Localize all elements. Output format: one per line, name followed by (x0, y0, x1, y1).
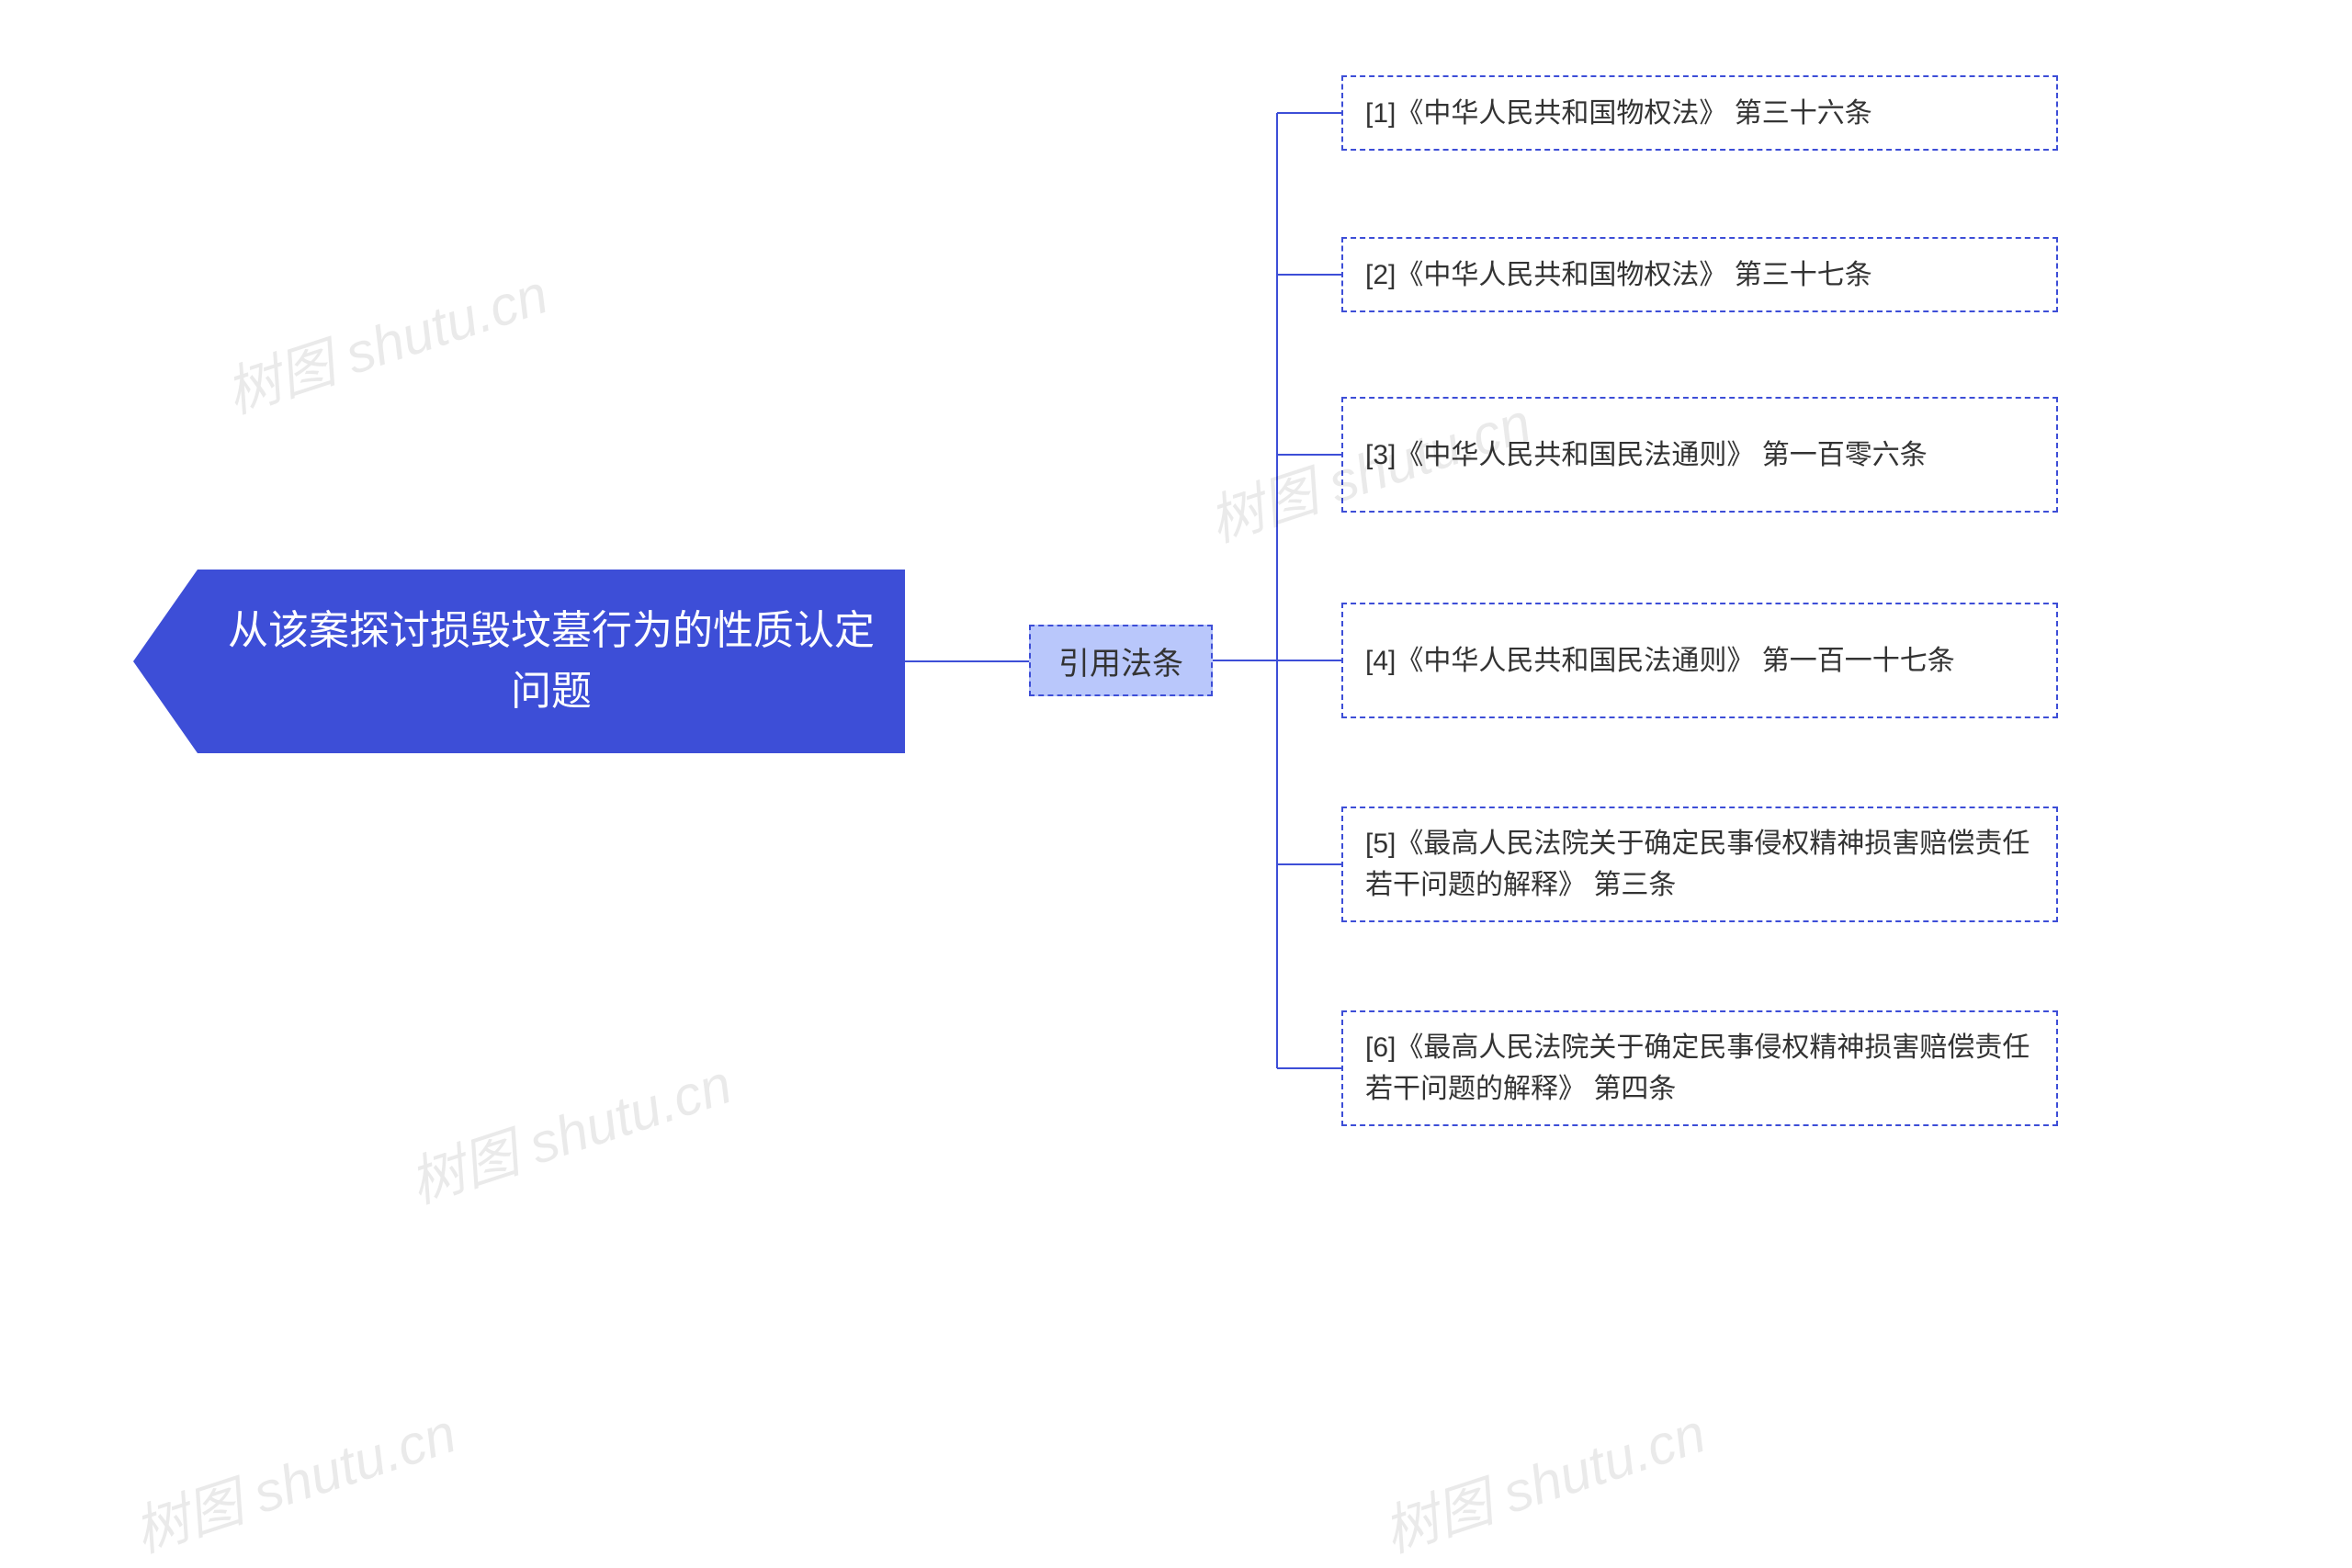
watermark: 树图 shutu.cn (398, 1040, 741, 1219)
leaf-label: [1]《中华人民共和国物权法》 第三十六条 (1365, 93, 1872, 134)
leaf-node[interactable]: [2]《中华人民共和国物权法》 第三十七条 (1341, 237, 2058, 312)
leaf-node[interactable]: [6]《最高人民法院关于确定民事侵权精神损害赔偿责任若干问题的解释》 第四条 (1341, 1010, 2058, 1126)
leaf-node[interactable]: [5]《最高人民法院关于确定民事侵权精神损害赔偿责任若干问题的解释》 第三条 (1341, 807, 2058, 922)
leaf-node[interactable]: [4]《中华人民共和国民法通则》 第一百一十七条 (1341, 603, 2058, 718)
watermark: 树图 shutu.cn (1372, 1389, 1714, 1568)
leaf-node[interactable]: [3]《中华人民共和国民法通则》 第一百零六条 (1341, 397, 2058, 513)
leaf-node[interactable]: [1]《中华人民共和国物权法》 第三十六条 (1341, 75, 2058, 151)
leaf-label: [2]《中华人民共和国物权法》 第三十七条 (1365, 254, 1872, 296)
root-label: 从该案探讨损毁坟墓行为的性质认定问题 (225, 601, 877, 722)
mindmap-canvas: 从该案探讨损毁坟墓行为的性质认定问题 引用法条 [1]《中华人民共和国物权法》 … (0, 0, 2352, 1460)
root-node[interactable]: 从该案探讨损毁坟墓行为的性质认定问题 (198, 570, 905, 753)
leaf-label: [4]《中华人民共和国民法通则》 第一百一十七条 (1365, 640, 1955, 682)
leaf-label: [5]《最高人民法院关于确定民事侵权精神损害赔偿责任若干问题的解释》 第三条 (1365, 823, 2034, 906)
root-arrow (133, 570, 198, 753)
watermark: 树图 shutu.cn (122, 1389, 465, 1568)
watermark: 树图 shutu.cn (214, 250, 557, 429)
mid-node[interactable]: 引用法条 (1029, 625, 1213, 696)
mid-label: 引用法条 (1058, 638, 1183, 683)
leaf-label: [6]《最高人民法院关于确定民事侵权精神损害赔偿责任若干问题的解释》 第四条 (1365, 1027, 2034, 1110)
leaf-label: [3]《中华人民共和国民法通则》 第一百零六条 (1365, 434, 1928, 476)
